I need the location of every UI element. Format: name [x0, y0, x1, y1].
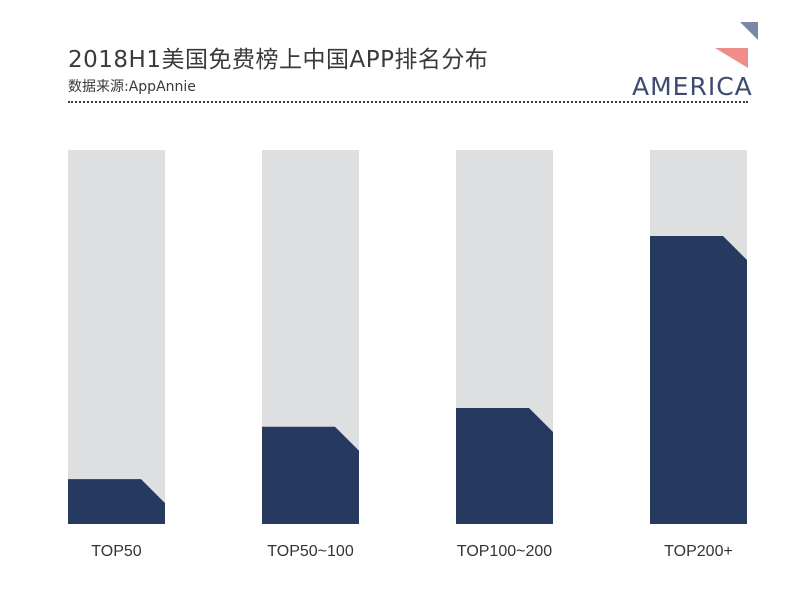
chart-subtitle: 数据来源:AppAnnie [68, 79, 196, 95]
bar-4 [650, 236, 747, 524]
bar-1 [68, 479, 165, 524]
bar-3 [456, 408, 553, 524]
bar-track-1 [68, 150, 165, 524]
title-divider [68, 101, 748, 103]
brand-label: AMERICA [632, 72, 753, 101]
bar-2 [262, 426, 359, 524]
category-label-3: TOP100~200 [457, 543, 552, 560]
category-label-1: TOP50 [91, 543, 142, 560]
category-label-2: TOP50~100 [267, 543, 354, 560]
chart-title: 2018H1美国免费榜上中国APP排名分布 [68, 47, 489, 73]
brand-triangle-large [715, 48, 748, 68]
category-label-4: TOP200+ [664, 543, 733, 560]
brand-triangles-icon [715, 22, 758, 68]
brand-triangle-small [740, 22, 758, 40]
